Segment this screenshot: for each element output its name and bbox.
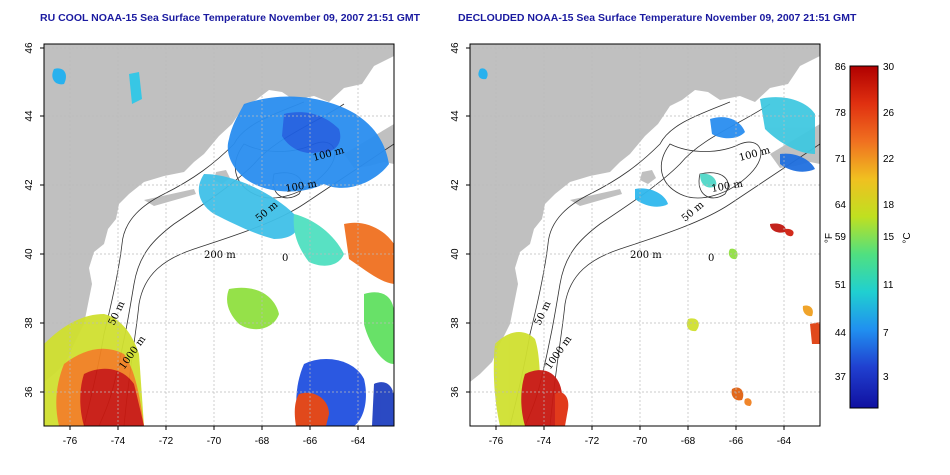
colorbar-gradient	[849, 65, 879, 409]
fahrenheit-tick: 59	[835, 232, 847, 243]
fahrenheit-tick: 78	[835, 108, 847, 119]
land-mass	[44, 44, 394, 382]
lat-tick-label: 38	[24, 317, 35, 329]
land-mass	[470, 44, 820, 382]
lat-tick-label: 44	[24, 110, 35, 122]
lat-tick-label: 42	[24, 179, 35, 191]
celsius-tick: 22	[883, 154, 895, 165]
lat-tick-label: 36	[24, 386, 35, 398]
lon-tick-label: -66	[729, 436, 744, 447]
lon-tick-label: -72	[159, 436, 174, 447]
contour-label-0: 0	[708, 253, 714, 264]
lat-tick-label: 40	[450, 248, 461, 260]
contour-label-200m: 200 m	[204, 250, 236, 261]
fahrenheit-tick: 44	[835, 328, 847, 339]
sst-data-overlay	[478, 68, 820, 426]
left-map-title: RU COOL NOAA-15 Sea Surface Temperature …	[40, 12, 421, 24]
celsius-tick: 30	[883, 62, 895, 73]
fahrenheit-tick: 86	[835, 62, 847, 73]
lat-tick-label: 38	[450, 317, 461, 329]
sst-data-overlay	[44, 68, 394, 426]
land-long-island	[570, 189, 622, 206]
fahrenheit-tick: 37	[835, 372, 847, 383]
raw-sst-map: 100 m 100 m 50 m 200 m 50 m 1000 m 0 -76…	[24, 42, 395, 447]
declouded-sst-map: 100 m 100 m 50 m 200 m 50 m 1000 m 0 -76…	[450, 42, 821, 447]
colorbar-svg: 86 78 71 64 59 51 44 37 30 26 22 18 15 1…	[824, 62, 913, 409]
land-cape-cod	[640, 170, 656, 184]
lat-tick-label: 46	[450, 42, 461, 54]
lon-tick-label: -66	[303, 436, 318, 447]
declouded-sst-map-panel: 100 m 100 m 50 m 200 m 50 m 1000 m 0 -76…	[450, 42, 821, 447]
land-long-island	[144, 189, 196, 206]
map-frame	[469, 43, 821, 427]
fahrenheit-tick: 64	[835, 200, 847, 211]
fahrenheit-unit-label: °F	[824, 233, 835, 243]
lon-tick-label: -70	[633, 436, 648, 447]
fahrenheit-tick: 51	[835, 280, 847, 291]
contour-label-200m: 200 m	[630, 250, 662, 261]
lon-tick-label: -74	[537, 436, 552, 447]
lon-tick-label: -70	[207, 436, 222, 447]
raw-sst-map-panel: 100 m 100 m 50 m 200 m 50 m 1000 m 0 -76…	[24, 42, 395, 447]
celsius-unit-label: °C	[902, 232, 913, 243]
lon-tick-label: -74	[111, 436, 126, 447]
lon-tick-label: -64	[351, 436, 366, 447]
lat-tick-label: 36	[450, 386, 461, 398]
lon-tick-label: -76	[63, 436, 78, 447]
contour-label-0: 0	[282, 253, 288, 264]
lon-tick-label: -64	[777, 436, 792, 447]
celsius-tick: 18	[883, 200, 895, 211]
celsius-tick: 15	[883, 232, 895, 243]
temperature-colorbar: 86 78 71 64 59 51 44 37 30 26 22 18 15 1…	[820, 60, 940, 420]
right-map-title: DECLOUDED NOAA-15 Sea Surface Temperatur…	[458, 12, 857, 24]
lon-tick-label: -72	[585, 436, 600, 447]
lat-tick-label: 42	[450, 179, 461, 191]
fahrenheit-tick: 71	[835, 154, 847, 165]
lon-tick-label: -76	[489, 436, 504, 447]
lat-tick-label: 46	[24, 42, 35, 54]
celsius-tick: 11	[883, 280, 894, 291]
lon-tick-label: -68	[255, 436, 270, 447]
celsius-tick: 26	[883, 108, 895, 119]
lon-tick-label: -68	[681, 436, 696, 447]
celsius-tick: 7	[883, 328, 889, 339]
lat-tick-label: 40	[24, 248, 35, 260]
map-frame	[43, 43, 395, 427]
celsius-tick: 3	[883, 372, 889, 383]
lat-tick-label: 44	[450, 110, 461, 122]
